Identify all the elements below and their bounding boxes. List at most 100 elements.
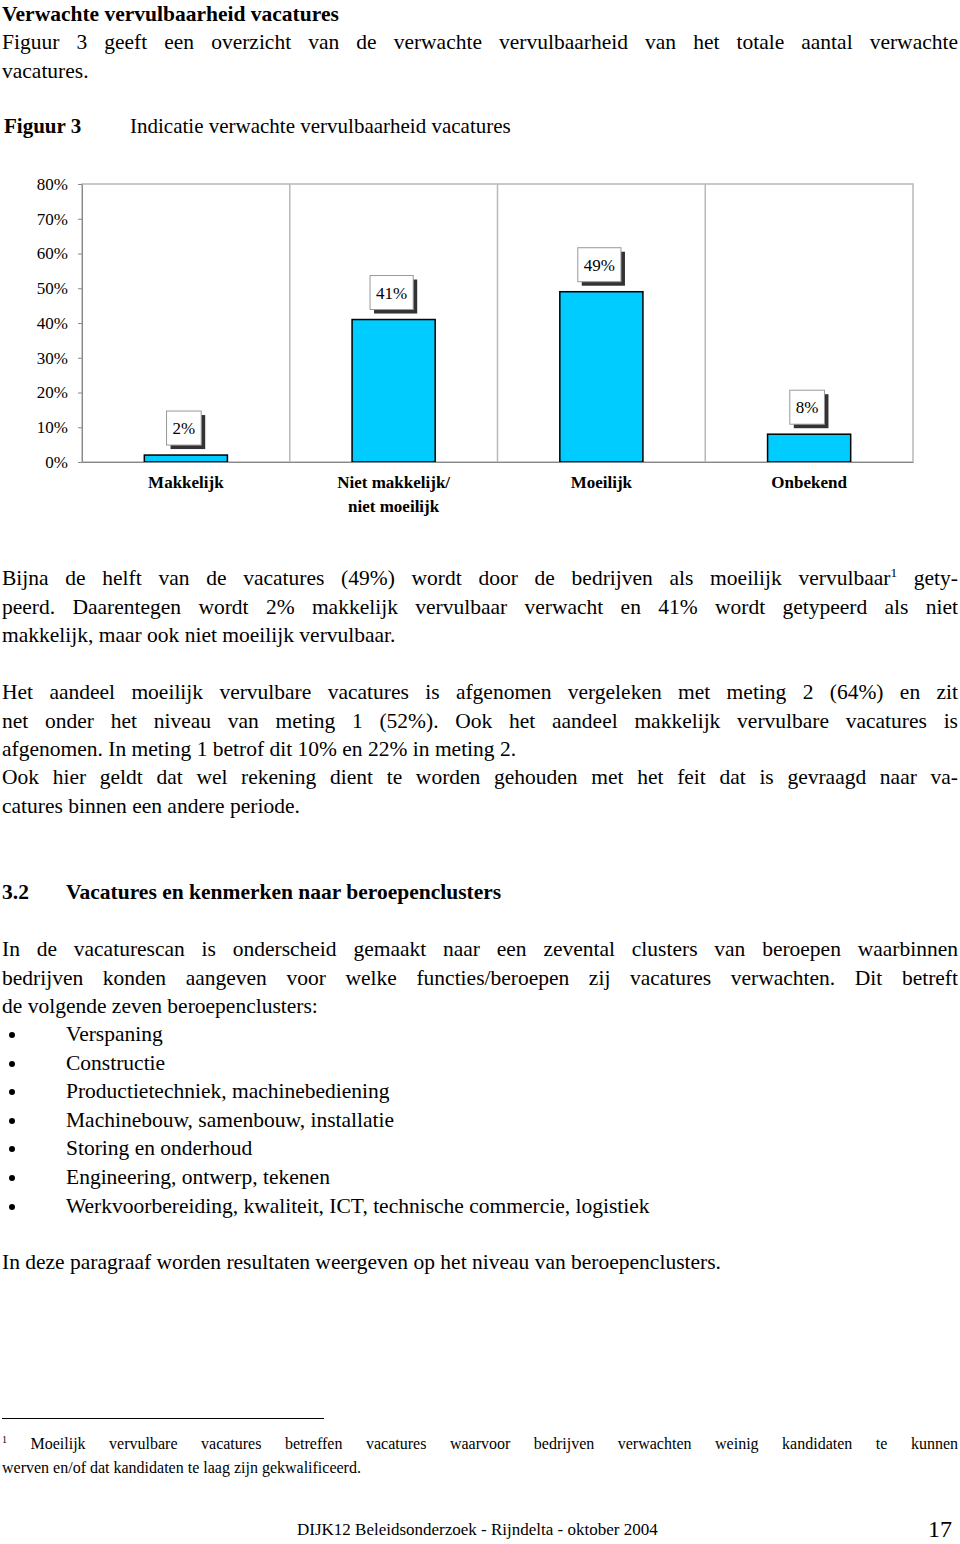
separators bbox=[290, 184, 706, 462]
y-tick: 30% bbox=[37, 349, 82, 368]
x-tick-label-line: Makkelijk bbox=[148, 473, 224, 492]
data-label-text: 49% bbox=[584, 256, 615, 275]
y-tick-label: 60% bbox=[37, 244, 68, 263]
y-tick-mark bbox=[78, 427, 82, 428]
text-line: bedrijven konden aangeven voor welke fun… bbox=[2, 964, 958, 993]
y-tick: 70% bbox=[37, 210, 82, 229]
y-tick-mark bbox=[78, 462, 82, 463]
x-tick: Niet makkelijk/niet moeilijk bbox=[337, 473, 450, 516]
paragraph: In deze paragraaf worden resultaten weer… bbox=[2, 1248, 958, 1277]
section-number: 3.2 bbox=[2, 880, 29, 904]
bullet bbox=[9, 1061, 15, 1067]
category-separator bbox=[289, 184, 291, 462]
y-tick-mark bbox=[78, 288, 82, 289]
bullet bbox=[9, 1032, 15, 1038]
data-label-text: 8% bbox=[796, 398, 819, 417]
x-tick-label: Onbekend bbox=[771, 473, 847, 492]
bullet bbox=[9, 1204, 15, 1210]
y-tick-label: 70% bbox=[37, 210, 68, 229]
text-segment: Bijna de helft van de vacatures (49%) wo… bbox=[2, 566, 890, 590]
y-axis: 0%10%20%30%40%50%60%70%80% bbox=[37, 175, 83, 472]
text-line: Het aandeel moeilijk vervulbare vacature… bbox=[2, 678, 958, 707]
text-line: peerd. Daarentegen wordt 2% makkelijk ve… bbox=[2, 593, 958, 622]
paragraph: Ook hier geldt dat wel rekening dient te… bbox=[2, 763, 958, 820]
y-tick: 20% bbox=[37, 383, 82, 402]
data-label-text: 41% bbox=[376, 284, 407, 303]
bars bbox=[144, 292, 850, 462]
y-tick: 80% bbox=[37, 175, 82, 194]
y-axis-line bbox=[82, 185, 83, 463]
bullet bbox=[9, 1089, 15, 1095]
text-line: catures binnen een andere periode. bbox=[2, 792, 958, 821]
x-axis-line bbox=[83, 462, 914, 463]
y-tick-label: 50% bbox=[37, 279, 68, 298]
x-tick-label: Moeilijk bbox=[571, 473, 633, 492]
text-segment: gety- bbox=[897, 566, 958, 590]
section-title: Vacatures en kenmerken naar beroepenclus… bbox=[66, 878, 501, 907]
footnote-ref: 1 bbox=[2, 1434, 7, 1445]
data-label-box bbox=[167, 411, 202, 445]
x-tick-label-line: niet moeilijk bbox=[348, 497, 440, 516]
data-label: 2% bbox=[167, 411, 206, 449]
list-item: Werkvoorbereiding, kwaliteit, ICT, techn… bbox=[66, 1192, 946, 1221]
text-segment: Moeilijk vervulbare vacatures betreffen … bbox=[7, 1435, 958, 1452]
y-tick-label: 30% bbox=[37, 349, 68, 368]
text-line: afgenomen. In meting 1 betrof dit 10% en… bbox=[2, 735, 958, 764]
bar bbox=[768, 434, 851, 462]
paragraph: Bijna de helft van de vacatures (49%) wo… bbox=[2, 564, 958, 650]
y-tick: 60% bbox=[37, 244, 82, 263]
x-tick: Moeilijk bbox=[571, 473, 633, 492]
paragraph: Het aandeel moeilijk vervulbare vacature… bbox=[2, 678, 958, 764]
page-number: 17 bbox=[928, 1515, 952, 1543]
figure-label: Figuur 3 bbox=[4, 114, 81, 138]
bar bbox=[352, 320, 435, 462]
x-axis: Makkelijk Niet makkelijk/niet moeilijk Moe… bbox=[83, 463, 914, 517]
y-tick-label: 40% bbox=[37, 314, 68, 333]
chart: Figuur 3 Indicatie verwachte vervulbaarhe… bbox=[0, 0, 960, 560]
category-separator bbox=[705, 184, 707, 462]
x-tick-label-line: Onbekend bbox=[771, 473, 847, 492]
chart-title: Indicatie verwachte vervulbaarheid vacat… bbox=[130, 114, 511, 138]
paragraph: In de vacaturescan is onderscheid gemaak… bbox=[2, 935, 958, 1021]
text-line: In de vacaturescan is onderscheid gemaak… bbox=[2, 935, 958, 964]
list-item: Constructie bbox=[66, 1049, 946, 1078]
y-tick: 50% bbox=[37, 279, 82, 298]
bar bbox=[144, 455, 227, 462]
text-line: Bijna de helft van de vacatures (49%) wo… bbox=[2, 564, 958, 593]
category-separator bbox=[497, 184, 499, 462]
x-tick-label: Makkelijk bbox=[148, 473, 224, 492]
bar bbox=[560, 292, 643, 462]
list-item: Productietechniek, machinebediening bbox=[66, 1077, 946, 1106]
section-heading: 3.2 Vacatures en kenmerken naar beroepenc… bbox=[2, 878, 958, 907]
data-label-box bbox=[790, 390, 825, 424]
y-tick-label: 20% bbox=[37, 383, 68, 402]
text-line: 1 Moeilijk vervulbare vacatures betreffe… bbox=[2, 1432, 958, 1456]
text-line: makkelijk, maar ook niet moeilijk vervul… bbox=[2, 621, 958, 650]
text-line: de volgende zeven beroepenclusters: bbox=[2, 992, 958, 1021]
y-tick-mark bbox=[78, 323, 82, 324]
data-label: 49% bbox=[578, 248, 625, 286]
y-tick-label: 0% bbox=[45, 453, 68, 472]
data-label-box bbox=[578, 248, 621, 282]
y-tick-mark bbox=[78, 358, 82, 359]
data-label-text: 2% bbox=[173, 419, 196, 438]
footer-text: DIJK12 Beleidsonderzoek - Rijndelta - ok… bbox=[297, 1519, 658, 1541]
list-item: Engineering, ontwerp, tekenen bbox=[66, 1163, 946, 1192]
y-tick-label: 80% bbox=[37, 175, 68, 194]
bullet bbox=[9, 1146, 15, 1152]
text-line: Figuur 3 geeft een overzicht van de verw… bbox=[2, 28, 958, 57]
heading: Verwachte vervulbaarheid vacatures bbox=[2, 0, 958, 29]
x-tick-label-line: Niet makkelijk/ bbox=[337, 473, 450, 492]
bullet bbox=[9, 1118, 15, 1124]
data-label: 8% bbox=[790, 390, 829, 428]
paragraph: 1 Moeilijk vervulbare vacatures betreffe… bbox=[2, 1432, 958, 1480]
y-tick: 40% bbox=[37, 314, 82, 333]
x-tick: Makkelijk bbox=[148, 473, 224, 492]
data-label: 41% bbox=[370, 276, 417, 314]
footnote-ref: 1 bbox=[890, 565, 897, 580]
x-tick: Onbekend bbox=[771, 473, 847, 492]
data-labels: 2% 41% 49% 8% bbox=[167, 248, 829, 449]
x-tick-label-line: Moeilijk bbox=[571, 473, 633, 492]
list-item: Verspaning bbox=[66, 1020, 946, 1049]
text-line: Ook hier geldt dat wel rekening dient te… bbox=[2, 763, 958, 792]
